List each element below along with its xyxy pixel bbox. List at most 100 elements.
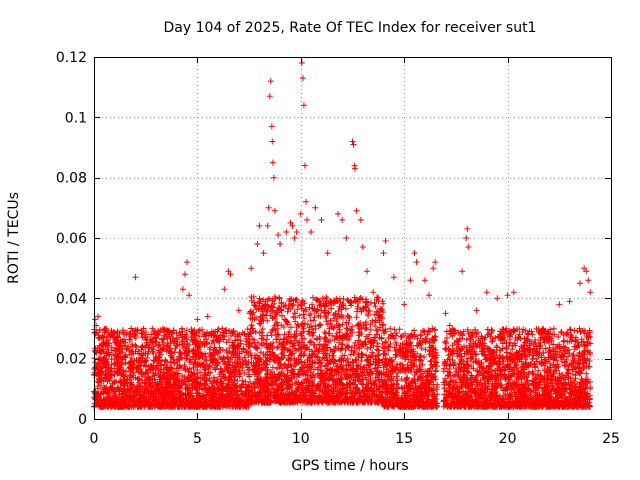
data-point [349, 358, 356, 365]
data-point [392, 339, 399, 346]
data-point [155, 342, 162, 349]
data-point [101, 329, 108, 336]
data-point [234, 377, 241, 384]
data-point [263, 336, 270, 343]
data-point [134, 364, 141, 370]
data-point [464, 385, 471, 392]
data-point [139, 334, 146, 341]
data-point [336, 303, 343, 310]
data-point [300, 311, 307, 318]
data-point [155, 327, 162, 334]
data-point [464, 326, 471, 333]
data-point [160, 326, 167, 333]
data-point [375, 378, 382, 384]
data-point [363, 376, 370, 383]
data-point [394, 370, 401, 376]
data-point [264, 296, 271, 303]
data-point [279, 365, 286, 372]
data-point [397, 333, 404, 340]
data-point [566, 338, 573, 345]
data-point [307, 338, 314, 344]
data-point [380, 321, 387, 328]
data-point [364, 345, 371, 352]
data-point [566, 326, 573, 333]
data-point [340, 295, 347, 302]
data-point [250, 293, 257, 300]
data-point [569, 371, 576, 378]
data-point [421, 328, 428, 335]
data-point [339, 321, 346, 328]
data-point [314, 354, 321, 361]
data-point [360, 381, 367, 388]
data-point [217, 365, 224, 372]
data-point [292, 380, 299, 387]
data-point [284, 364, 291, 371]
data-point [133, 343, 140, 350]
data-point [555, 333, 562, 340]
data-point [251, 339, 258, 346]
data-point [217, 332, 224, 339]
data-point [259, 326, 266, 332]
data-point [357, 319, 364, 326]
data-point [382, 339, 389, 346]
data-point [226, 349, 233, 356]
data-point [129, 341, 135, 348]
data-point [355, 299, 362, 306]
data-point [126, 351, 133, 358]
data-point [320, 375, 326, 382]
data-point [206, 375, 213, 382]
data-point [213, 348, 220, 355]
data-point [560, 338, 567, 345]
data-point [324, 321, 331, 328]
data-point [425, 327, 432, 334]
data-point [317, 322, 324, 329]
data-point [306, 304, 313, 311]
data-point [333, 363, 340, 370]
data-point [363, 319, 370, 326]
data-point [575, 352, 582, 359]
data-point [585, 334, 592, 341]
data-point [310, 294, 316, 301]
data-point [179, 372, 186, 379]
data-point [446, 356, 453, 363]
data-point [547, 347, 554, 354]
data-point [276, 339, 283, 346]
data-point [468, 387, 475, 394]
data-point [561, 337, 568, 344]
data-point [504, 349, 510, 356]
data-point [301, 315, 308, 322]
data-point [343, 325, 350, 332]
data-point [230, 351, 237, 358]
data-point [550, 341, 557, 348]
data-point [221, 333, 228, 340]
data-point [111, 378, 117, 385]
data-point [418, 345, 425, 352]
data-point [241, 370, 248, 376]
data-point [222, 383, 229, 390]
data-point [352, 339, 359, 346]
data-point [194, 370, 201, 377]
data-point [427, 358, 434, 365]
data-point [248, 354, 255, 360]
data-point [500, 356, 507, 363]
data-point [310, 342, 317, 348]
data-point [264, 317, 271, 324]
data-point [155, 347, 162, 354]
data-point [126, 330, 133, 337]
grid-lines [94, 57, 611, 419]
data-point [387, 325, 394, 332]
data-point [565, 366, 572, 373]
data-point [458, 346, 465, 353]
data-point [245, 371, 252, 378]
data-point [141, 380, 148, 387]
data-point [225, 337, 232, 343]
data-point [135, 376, 142, 383]
data-point [145, 366, 151, 373]
data-point [577, 329, 584, 335]
data-point [336, 339, 343, 346]
data-point [341, 352, 348, 359]
data-point [382, 355, 389, 362]
data-point [123, 331, 130, 338]
data-points [91, 60, 594, 410]
